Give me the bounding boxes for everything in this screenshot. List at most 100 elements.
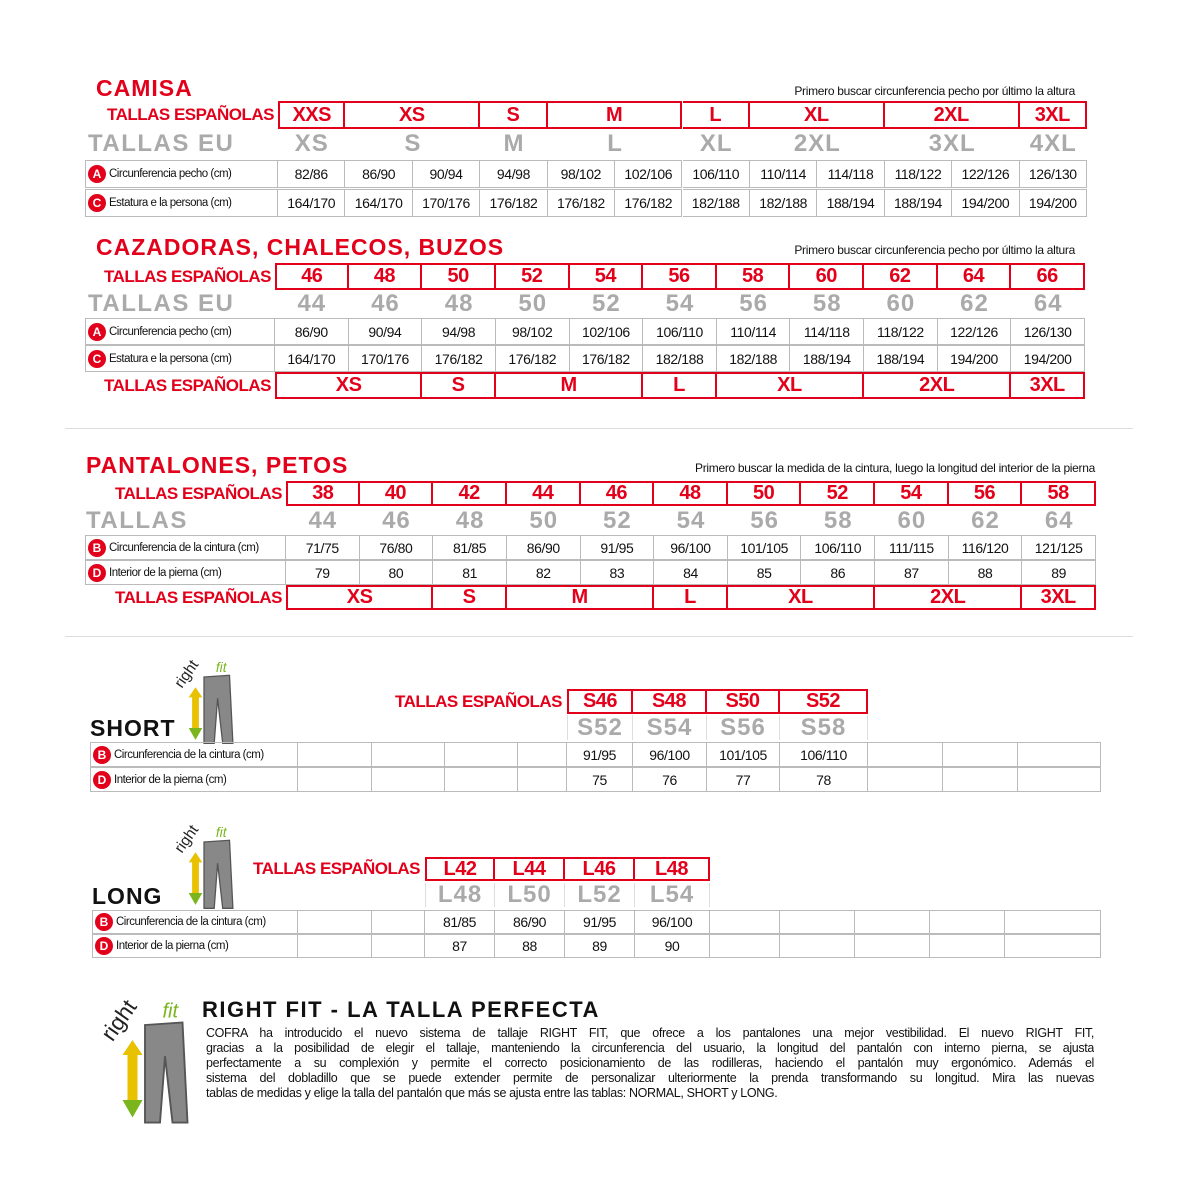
eu-size: L52 bbox=[565, 881, 635, 908]
section-note: Primero buscar circunferencia pecho por … bbox=[794, 243, 1075, 257]
eu-size: 62 bbox=[960, 289, 989, 317]
row-label-cell bbox=[92, 910, 298, 934]
row-label: Estatura e la persona (cm) bbox=[109, 197, 232, 209]
row-label: Interior de la pierna (cm) bbox=[116, 940, 229, 952]
value-cell bbox=[518, 742, 567, 767]
row-label-cell bbox=[85, 535, 286, 560]
size-cell: 42 bbox=[433, 481, 507, 506]
size-cell: 50 bbox=[727, 481, 802, 506]
eu-label: TALLAS EU bbox=[88, 289, 235, 317]
eu-size: S54 bbox=[633, 714, 707, 741]
badge: D bbox=[93, 770, 111, 789]
separator bbox=[65, 428, 1133, 429]
value-cell: 84 bbox=[654, 560, 728, 585]
es-label: TALLAS ESPAÑOLAS bbox=[106, 105, 275, 124]
value-cell: 75 bbox=[567, 767, 633, 792]
es-label: TALLAS ESPAÑOLAS bbox=[114, 483, 283, 503]
size-cell: XS bbox=[275, 372, 423, 399]
size-cell: L44 bbox=[495, 857, 565, 881]
value-cell bbox=[372, 910, 425, 934]
value-cell: 194/200 bbox=[1011, 345, 1085, 372]
value-cell: 91/95 bbox=[580, 535, 655, 560]
size-cell: 56 bbox=[948, 481, 1023, 506]
eu-size: 60 bbox=[886, 289, 916, 317]
size-cell: S46 bbox=[567, 689, 633, 714]
size-cell: L46 bbox=[565, 857, 635, 881]
eu-size: 58 bbox=[823, 506, 853, 534]
logo-text: fit bbox=[163, 1001, 180, 1023]
value-cell: 90/94 bbox=[348, 318, 423, 345]
value-cell: 182/188 bbox=[682, 189, 750, 217]
badge: D bbox=[95, 937, 113, 955]
size-cell: M bbox=[547, 101, 683, 129]
eu-size: 64 bbox=[1044, 506, 1074, 534]
value-cell bbox=[1018, 742, 1101, 767]
size-cell: S bbox=[433, 585, 507, 610]
value-cell: 102/106 bbox=[569, 318, 644, 345]
size-cell: 48 bbox=[654, 481, 728, 506]
value-cell: 110/114 bbox=[716, 318, 791, 345]
size-cell: XS bbox=[286, 585, 434, 610]
size-cell: 58 bbox=[1022, 481, 1096, 506]
value-cell: 87 bbox=[875, 560, 949, 585]
value-cell: 86/90 bbox=[345, 160, 413, 188]
size-cell: 60 bbox=[790, 263, 865, 290]
size-cell: L48 bbox=[635, 857, 710, 881]
value-cell: 114/118 bbox=[817, 160, 885, 188]
size-cell: 62 bbox=[864, 263, 938, 290]
size-cell: 40 bbox=[359, 481, 434, 506]
value-cell bbox=[930, 934, 1005, 958]
value-cell bbox=[780, 934, 855, 958]
value-cell: 79 bbox=[286, 560, 360, 585]
value-cell: 182/188 bbox=[749, 189, 818, 217]
row-label: Interior de la pierna (cm) bbox=[114, 773, 227, 786]
paragraph-line: perfectamente a su complexión y permite … bbox=[206, 1056, 1094, 1070]
value-cell: 81/85 bbox=[425, 910, 495, 934]
size-cell: 2XL bbox=[875, 585, 1023, 610]
value-cell: 101/105 bbox=[727, 535, 802, 560]
paragraph-line: tablas de medidas y elige la talla del p… bbox=[206, 1086, 778, 1100]
badge: B bbox=[93, 745, 111, 764]
eu-size: 50 bbox=[529, 506, 559, 534]
es-label: TALLAS ESPAÑOLAS bbox=[103, 375, 272, 395]
value-cell bbox=[943, 767, 1018, 792]
value-cell: 194/200 bbox=[937, 345, 1012, 372]
value-cell: 176/182 bbox=[547, 189, 616, 217]
value-cell: 118/122 bbox=[884, 160, 953, 188]
logo-text: right bbox=[96, 1000, 142, 1045]
value-cell bbox=[780, 910, 855, 934]
size-cell: M bbox=[495, 372, 644, 399]
value-cell: 86 bbox=[801, 560, 876, 585]
eu-size: 48 bbox=[444, 289, 474, 317]
logo-text: right bbox=[171, 660, 202, 691]
value-cell: 106/110 bbox=[780, 742, 868, 767]
value-cell: 111/115 bbox=[875, 535, 949, 560]
size-cell: L bbox=[654, 585, 728, 610]
size-cell: XS bbox=[345, 101, 481, 129]
section-title: CAZADORAS, CHALECOS, BUZOS bbox=[96, 233, 505, 260]
size-cell: S bbox=[422, 372, 496, 399]
value-cell: 91/95 bbox=[565, 910, 635, 934]
eu-size: 44 bbox=[297, 289, 327, 317]
value-cell: 118/122 bbox=[864, 318, 938, 345]
size-cell: 56 bbox=[643, 263, 717, 290]
value-cell bbox=[1005, 910, 1101, 934]
eu-size: 56 bbox=[750, 506, 779, 534]
eu-size: 2XL bbox=[793, 130, 841, 157]
value-cell: 81/85 bbox=[433, 535, 507, 560]
value-cell bbox=[372, 767, 445, 792]
row-label-cell bbox=[85, 318, 275, 345]
row-label: Circunferencia pecho (cm) bbox=[109, 325, 232, 338]
eu-size: 46 bbox=[371, 289, 400, 317]
rightfit-logo: right fit bbox=[171, 660, 234, 744]
value-cell: 98/102 bbox=[547, 160, 616, 188]
row-label: Circunferencia de la cintura (cm) bbox=[116, 916, 266, 928]
value-cell: 182/188 bbox=[716, 345, 791, 372]
eu-size: 50 bbox=[518, 289, 548, 317]
row-label-cell bbox=[90, 742, 298, 767]
value-cell: 188/194 bbox=[884, 189, 953, 217]
badge: A bbox=[88, 165, 106, 183]
value-cell: 126/130 bbox=[1019, 160, 1087, 188]
eu-size: 4XL bbox=[1029, 130, 1077, 157]
